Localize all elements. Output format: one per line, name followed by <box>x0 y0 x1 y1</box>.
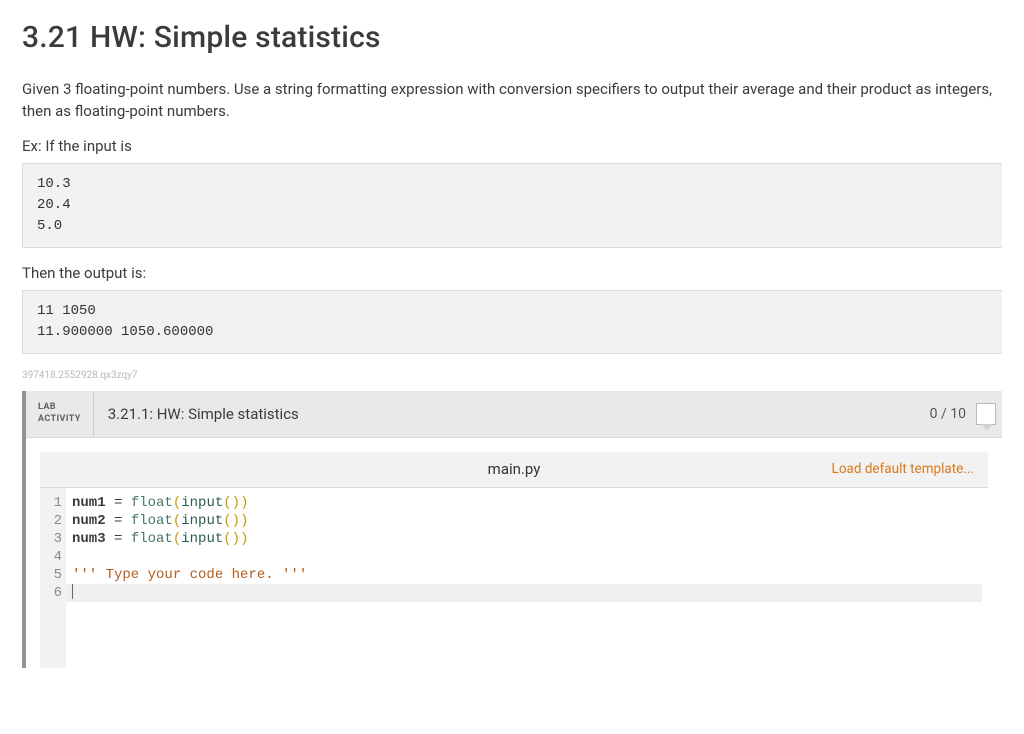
activity-title: 3.21.1: HW: Simple statistics <box>94 391 930 437</box>
activity-header: LAB ACTIVITY 3.21.1: HW: Simple statisti… <box>26 391 1002 437</box>
function-token: input <box>181 495 223 511</box>
line-number: 2 <box>44 512 62 530</box>
line-number-gutter: 1 2 3 4 5 6 <box>40 488 66 668</box>
editor-filename: main.py <box>488 460 541 478</box>
lab-activity-panel: LAB ACTIVITY 3.21.1: HW: Simple statisti… <box>22 391 1002 668</box>
code-line[interactable]: num2 = float(input()) <box>72 512 982 530</box>
editor-tab-bar: main.py Load default template... <box>40 452 988 488</box>
line-number: 3 <box>44 530 62 548</box>
paren-token: ( <box>173 531 181 547</box>
code-line[interactable]: num1 = float(input()) <box>72 494 982 512</box>
code-line[interactable] <box>72 548 982 566</box>
string-token: ''' Type your code here. ''' <box>72 567 307 583</box>
page-title: 3.21 HW: Simple statistics <box>22 20 1002 55</box>
activity-collapse-toggle[interactable] <box>976 391 1002 437</box>
content-hash: 397418.2552928.qx3zqy7 <box>22 370 1002 381</box>
line-number: 1 <box>44 494 62 512</box>
type-token: float <box>131 531 173 547</box>
activity-tag-line1: LAB <box>38 402 81 414</box>
line-number: 6 <box>44 584 62 602</box>
load-default-template-link[interactable]: Load default template... <box>832 461 988 477</box>
paren-token: ( <box>173 513 181 529</box>
line-number: 4 <box>44 548 62 566</box>
type-token: float <box>131 495 173 511</box>
paren-token: ) <box>240 531 248 547</box>
line-number: 5 <box>44 566 62 584</box>
text-cursor-icon <box>72 584 73 599</box>
paren-token: ) <box>240 513 248 529</box>
code-editor: main.py Load default template... 1 2 3 4… <box>40 452 988 668</box>
example-input-block: 10.3 20.4 5.0 <box>22 163 1002 248</box>
paren-token: () <box>223 531 240 547</box>
activity-tag-line2: ACTIVITY <box>38 414 81 426</box>
identifier-token: num2 <box>72 513 106 529</box>
type-token: float <box>131 513 173 529</box>
chevron-down-icon <box>976 403 996 425</box>
example-input-label: Ex: If the input is <box>22 137 1002 155</box>
activity-score: 0 / 10 <box>930 391 976 437</box>
paren-token: () <box>223 495 240 511</box>
code-lines[interactable]: num1 = float(input()) num2 = float(input… <box>66 488 988 668</box>
code-line[interactable]: ''' Type your code here. ''' <box>72 566 982 584</box>
example-output-label: Then the output is: <box>22 264 1002 282</box>
example-output-block: 11 1050 11.900000 1050.600000 <box>22 290 1002 354</box>
prompt-description: Given 3 floating-point numbers. Use a st… <box>22 79 1002 123</box>
identifier-token: num1 <box>72 495 106 511</box>
paren-token: ) <box>240 495 248 511</box>
operator-token: = <box>106 513 131 529</box>
paren-token: ( <box>173 495 181 511</box>
function-token: input <box>181 513 223 529</box>
activity-tag: LAB ACTIVITY <box>26 391 94 437</box>
code-line[interactable]: num3 = float(input()) <box>72 530 982 548</box>
identifier-token: num3 <box>72 531 106 547</box>
paren-token: () <box>223 513 240 529</box>
code-area[interactable]: 1 2 3 4 5 6 num1 = float(input()) num2 =… <box>40 488 988 668</box>
code-line-active[interactable] <box>66 584 982 602</box>
function-token: input <box>181 531 223 547</box>
activity-body: main.py Load default template... 1 2 3 4… <box>26 437 1002 668</box>
operator-token: = <box>106 531 131 547</box>
operator-token: = <box>106 495 131 511</box>
